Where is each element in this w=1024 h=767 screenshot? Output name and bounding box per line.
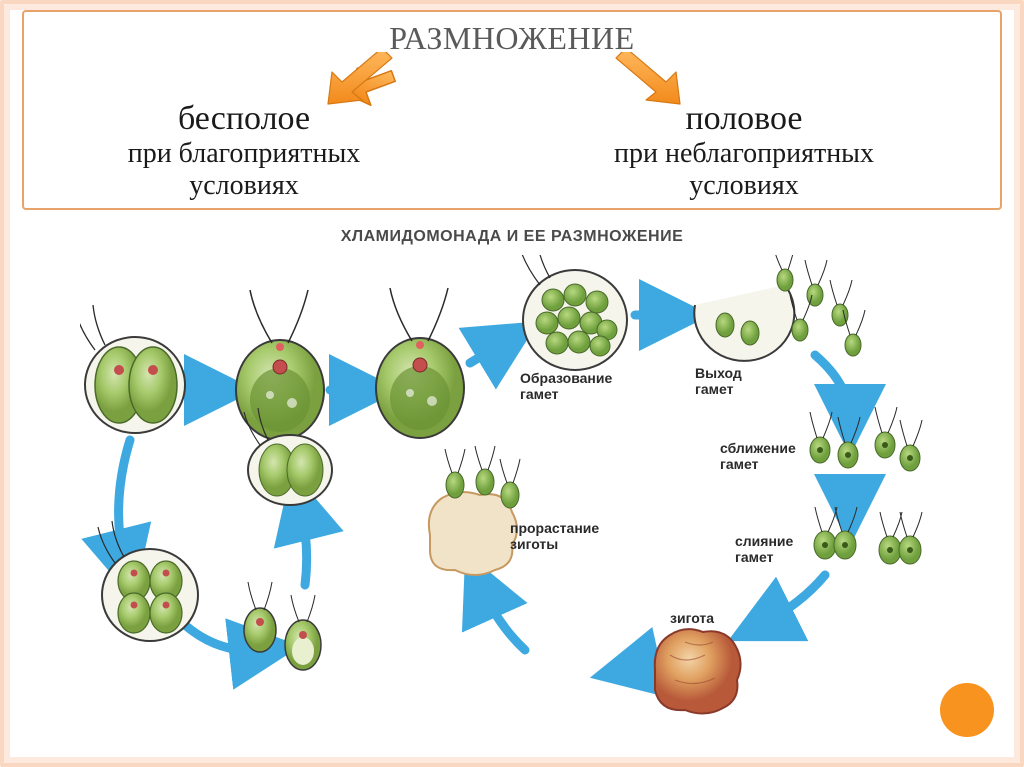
branch-right-line1: половое [504, 100, 984, 138]
branch-left-line3: условиях [44, 170, 444, 202]
branch-asexual: бесполое при благоприятных условиях [44, 100, 444, 202]
label-gamete-formation: Образование гамет [520, 370, 612, 402]
label-gamete-approach: сближение гамет [720, 440, 796, 472]
branch-right-line3: условиях [504, 170, 984, 202]
branch-right-line2: при неблагоприятных [504, 138, 984, 170]
branch-left-line2: при благоприятных [44, 138, 444, 170]
label-zygote: зигота [670, 610, 714, 626]
classification-panel: РАЗМНОЖЕНИЕ бесполое при благоприятных у… [22, 10, 1002, 210]
label-gamete-fusion: слияние гамет [735, 533, 793, 565]
diagram-svg [80, 255, 950, 740]
branch-sexual: половое при неблагоприятных условиях [504, 100, 984, 202]
branch-left-line1: бесполое [44, 100, 444, 138]
pager-dot-icon [940, 683, 994, 737]
label-zygote-germ: прорастание зиготы [510, 520, 599, 552]
main-title: РАЗМНОЖЕНИЕ [389, 20, 634, 57]
lifecycle-diagram: Образование гамет Выход гамет сближение … [80, 255, 950, 740]
diagram-title: ХЛАМИДОМОНАДА И ЕЕ РАЗМНОЖЕНИЕ [341, 228, 684, 246]
label-gamete-exit: Выход гамет [695, 365, 742, 397]
